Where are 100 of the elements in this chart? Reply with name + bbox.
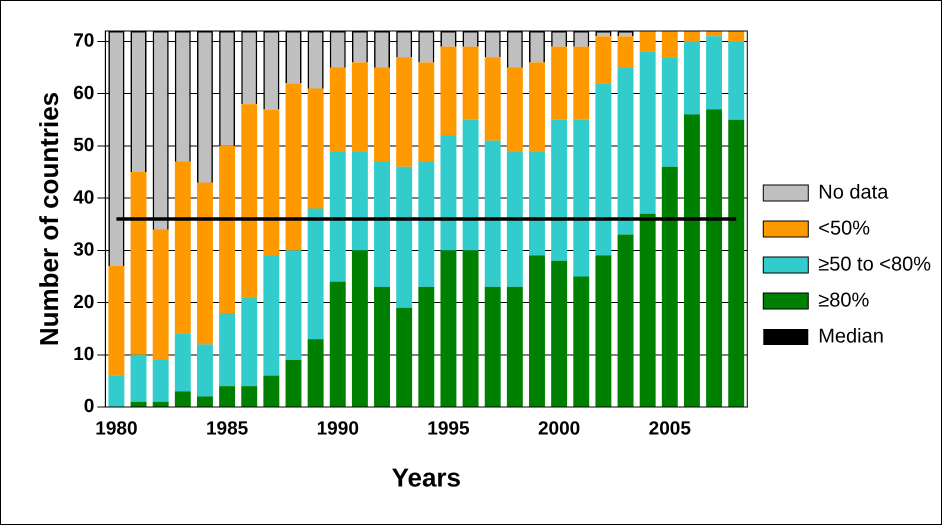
bar bbox=[595, 83, 612, 256]
y-tick-label: 60 bbox=[73, 82, 94, 104]
y-tick-label: 50 bbox=[73, 135, 94, 156]
bar bbox=[263, 256, 280, 376]
legend-label: ≥80% bbox=[818, 290, 870, 312]
bar bbox=[595, 36, 612, 84]
bar bbox=[595, 256, 612, 406]
bar bbox=[684, 31, 700, 42]
x-tick-label: 2005 bbox=[648, 418, 692, 440]
bar bbox=[418, 162, 434, 287]
bar bbox=[551, 120, 568, 261]
bar bbox=[462, 250, 479, 406]
legend-label: Median bbox=[818, 326, 884, 348]
bar bbox=[728, 31, 744, 42]
bar bbox=[506, 286, 523, 406]
bar bbox=[219, 146, 236, 313]
bar bbox=[662, 57, 678, 167]
bar bbox=[529, 62, 545, 152]
bar bbox=[484, 286, 501, 406]
bar bbox=[374, 68, 390, 162]
bar bbox=[263, 376, 280, 406]
bar bbox=[396, 57, 412, 167]
y-tick-label: 70 bbox=[73, 30, 94, 52]
bar bbox=[484, 57, 501, 141]
bar bbox=[174, 162, 191, 334]
bar bbox=[130, 354, 147, 402]
bar bbox=[662, 31, 678, 58]
bar bbox=[108, 376, 124, 406]
bar bbox=[174, 391, 191, 406]
bar bbox=[462, 120, 479, 250]
y-axis-title: Number of countries bbox=[34, 92, 64, 346]
bar bbox=[728, 41, 744, 120]
bar bbox=[330, 282, 346, 406]
bar bbox=[706, 36, 722, 110]
legend-label: No data bbox=[818, 182, 890, 204]
bar bbox=[286, 83, 302, 250]
bar bbox=[219, 386, 236, 406]
x-axis-title: Years bbox=[392, 462, 462, 493]
bar bbox=[529, 151, 545, 256]
bar bbox=[662, 166, 678, 406]
bar bbox=[618, 234, 634, 406]
bar bbox=[529, 256, 545, 406]
bar bbox=[108, 266, 124, 376]
bar bbox=[241, 386, 258, 406]
bar bbox=[573, 120, 590, 276]
bar bbox=[286, 250, 302, 360]
bar bbox=[263, 109, 280, 256]
bar bbox=[640, 31, 656, 52]
bar bbox=[684, 114, 700, 406]
bar bbox=[396, 308, 412, 406]
bar bbox=[330, 151, 346, 282]
bar bbox=[618, 36, 634, 68]
y-tick-label: 0 bbox=[84, 396, 94, 418]
bar bbox=[308, 339, 324, 406]
bar bbox=[573, 276, 590, 406]
bar bbox=[196, 344, 213, 397]
bar bbox=[152, 402, 169, 406]
bar bbox=[506, 151, 523, 287]
y-tick-label: 40 bbox=[73, 187, 94, 208]
bar bbox=[352, 250, 368, 406]
y-tick-label: 20 bbox=[73, 292, 94, 313]
bar bbox=[551, 260, 568, 406]
bar bbox=[396, 166, 412, 308]
bar bbox=[440, 46, 456, 136]
bar bbox=[573, 46, 590, 120]
bar bbox=[374, 162, 390, 287]
bar bbox=[551, 46, 568, 120]
bar bbox=[440, 135, 456, 250]
bar bbox=[196, 396, 213, 406]
bar bbox=[308, 208, 324, 340]
bar bbox=[308, 88, 324, 209]
y-tick-label: 10 bbox=[73, 344, 94, 366]
legend-label: ≥50 to <80% bbox=[818, 254, 932, 276]
bar bbox=[352, 151, 368, 250]
x-tick-label: 1980 bbox=[95, 418, 138, 440]
bar bbox=[219, 313, 236, 386]
bar bbox=[241, 104, 258, 298]
bar bbox=[130, 172, 147, 355]
bar bbox=[418, 286, 434, 406]
bar bbox=[196, 182, 213, 344]
bar bbox=[374, 286, 390, 406]
bar bbox=[706, 109, 722, 406]
bar bbox=[728, 120, 744, 406]
bar bbox=[440, 250, 456, 406]
bar bbox=[352, 62, 368, 152]
bar bbox=[484, 140, 501, 287]
x-tick-label: 2000 bbox=[538, 418, 580, 440]
bar bbox=[640, 214, 656, 406]
x-tick-label: 1990 bbox=[316, 418, 359, 440]
bar bbox=[330, 68, 346, 152]
bar bbox=[286, 360, 302, 406]
bar bbox=[152, 229, 169, 360]
x-tick-label: 1995 bbox=[427, 418, 470, 440]
bar bbox=[241, 297, 258, 386]
y-tick-label: 30 bbox=[73, 240, 94, 261]
bar bbox=[506, 68, 523, 152]
bar bbox=[418, 62, 434, 162]
bar bbox=[640, 52, 656, 214]
bar bbox=[684, 41, 700, 115]
bar bbox=[174, 334, 191, 392]
